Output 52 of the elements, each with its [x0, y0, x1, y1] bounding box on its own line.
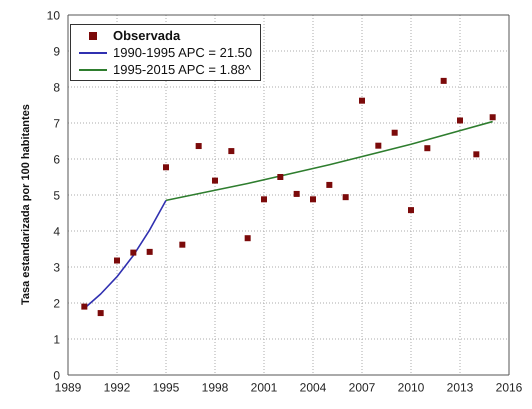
point: [244, 235, 251, 242]
x-tick-label: 2007: [348, 380, 376, 395]
x-tick-label: 1989: [54, 380, 82, 395]
point: [408, 207, 414, 214]
y-tick-label: 8: [53, 80, 60, 94]
point: [490, 114, 496, 120]
legend-label: 1990-1995 APC = 21.50: [113, 45, 252, 60]
legend-label: Observada: [113, 28, 180, 43]
point: [130, 250, 136, 256]
point: [294, 190, 300, 197]
x-tick-label: 1995: [152, 380, 180, 395]
point: [196, 143, 202, 150]
y-tick-label: 3: [53, 260, 60, 274]
point: [342, 194, 349, 200]
point: [212, 178, 218, 184]
y-tick-label: 2: [53, 296, 60, 310]
y-axis-title: Tasa estandarizada por 100 habitantes: [20, 104, 32, 305]
point: [424, 145, 430, 152]
point: [163, 164, 169, 170]
x-tick-label: 1992: [104, 380, 131, 395]
point: [440, 78, 447, 84]
point: [457, 117, 463, 124]
line-series: [165, 120, 494, 202]
point: [179, 242, 186, 248]
y-tick-label: 6: [53, 152, 60, 166]
point: [261, 196, 267, 202]
x-tick-label: 2016: [496, 380, 523, 395]
x-tick-label: 2010: [398, 380, 425, 395]
x-tick-label: 2001: [250, 380, 278, 395]
point: [277, 174, 284, 180]
x-tick-label: 1998: [202, 380, 229, 395]
point: [81, 304, 88, 310]
point: [98, 310, 104, 316]
x-tick-label: 2013: [446, 380, 474, 395]
x-tick-label: 2004: [300, 380, 327, 395]
legend-label: 1995-2015 APC = 1.88^: [113, 62, 252, 77]
point: [375, 142, 382, 149]
point: [146, 248, 153, 255]
y-tick-label: 5: [53, 188, 60, 202]
y-tick-label: 10: [46, 8, 60, 22]
point: [228, 148, 234, 154]
y-tick-label: 9: [53, 44, 60, 58]
y-tick-label: 7: [53, 116, 60, 130]
point: [392, 130, 398, 136]
point: [114, 258, 120, 264]
point: [359, 98, 365, 104]
point: [326, 182, 332, 188]
y-tick-label: 1: [53, 332, 60, 346]
point: [310, 196, 316, 202]
y-tick-label: 4: [53, 224, 60, 238]
point: [473, 151, 480, 158]
y-tick-label: 0: [53, 368, 60, 382]
